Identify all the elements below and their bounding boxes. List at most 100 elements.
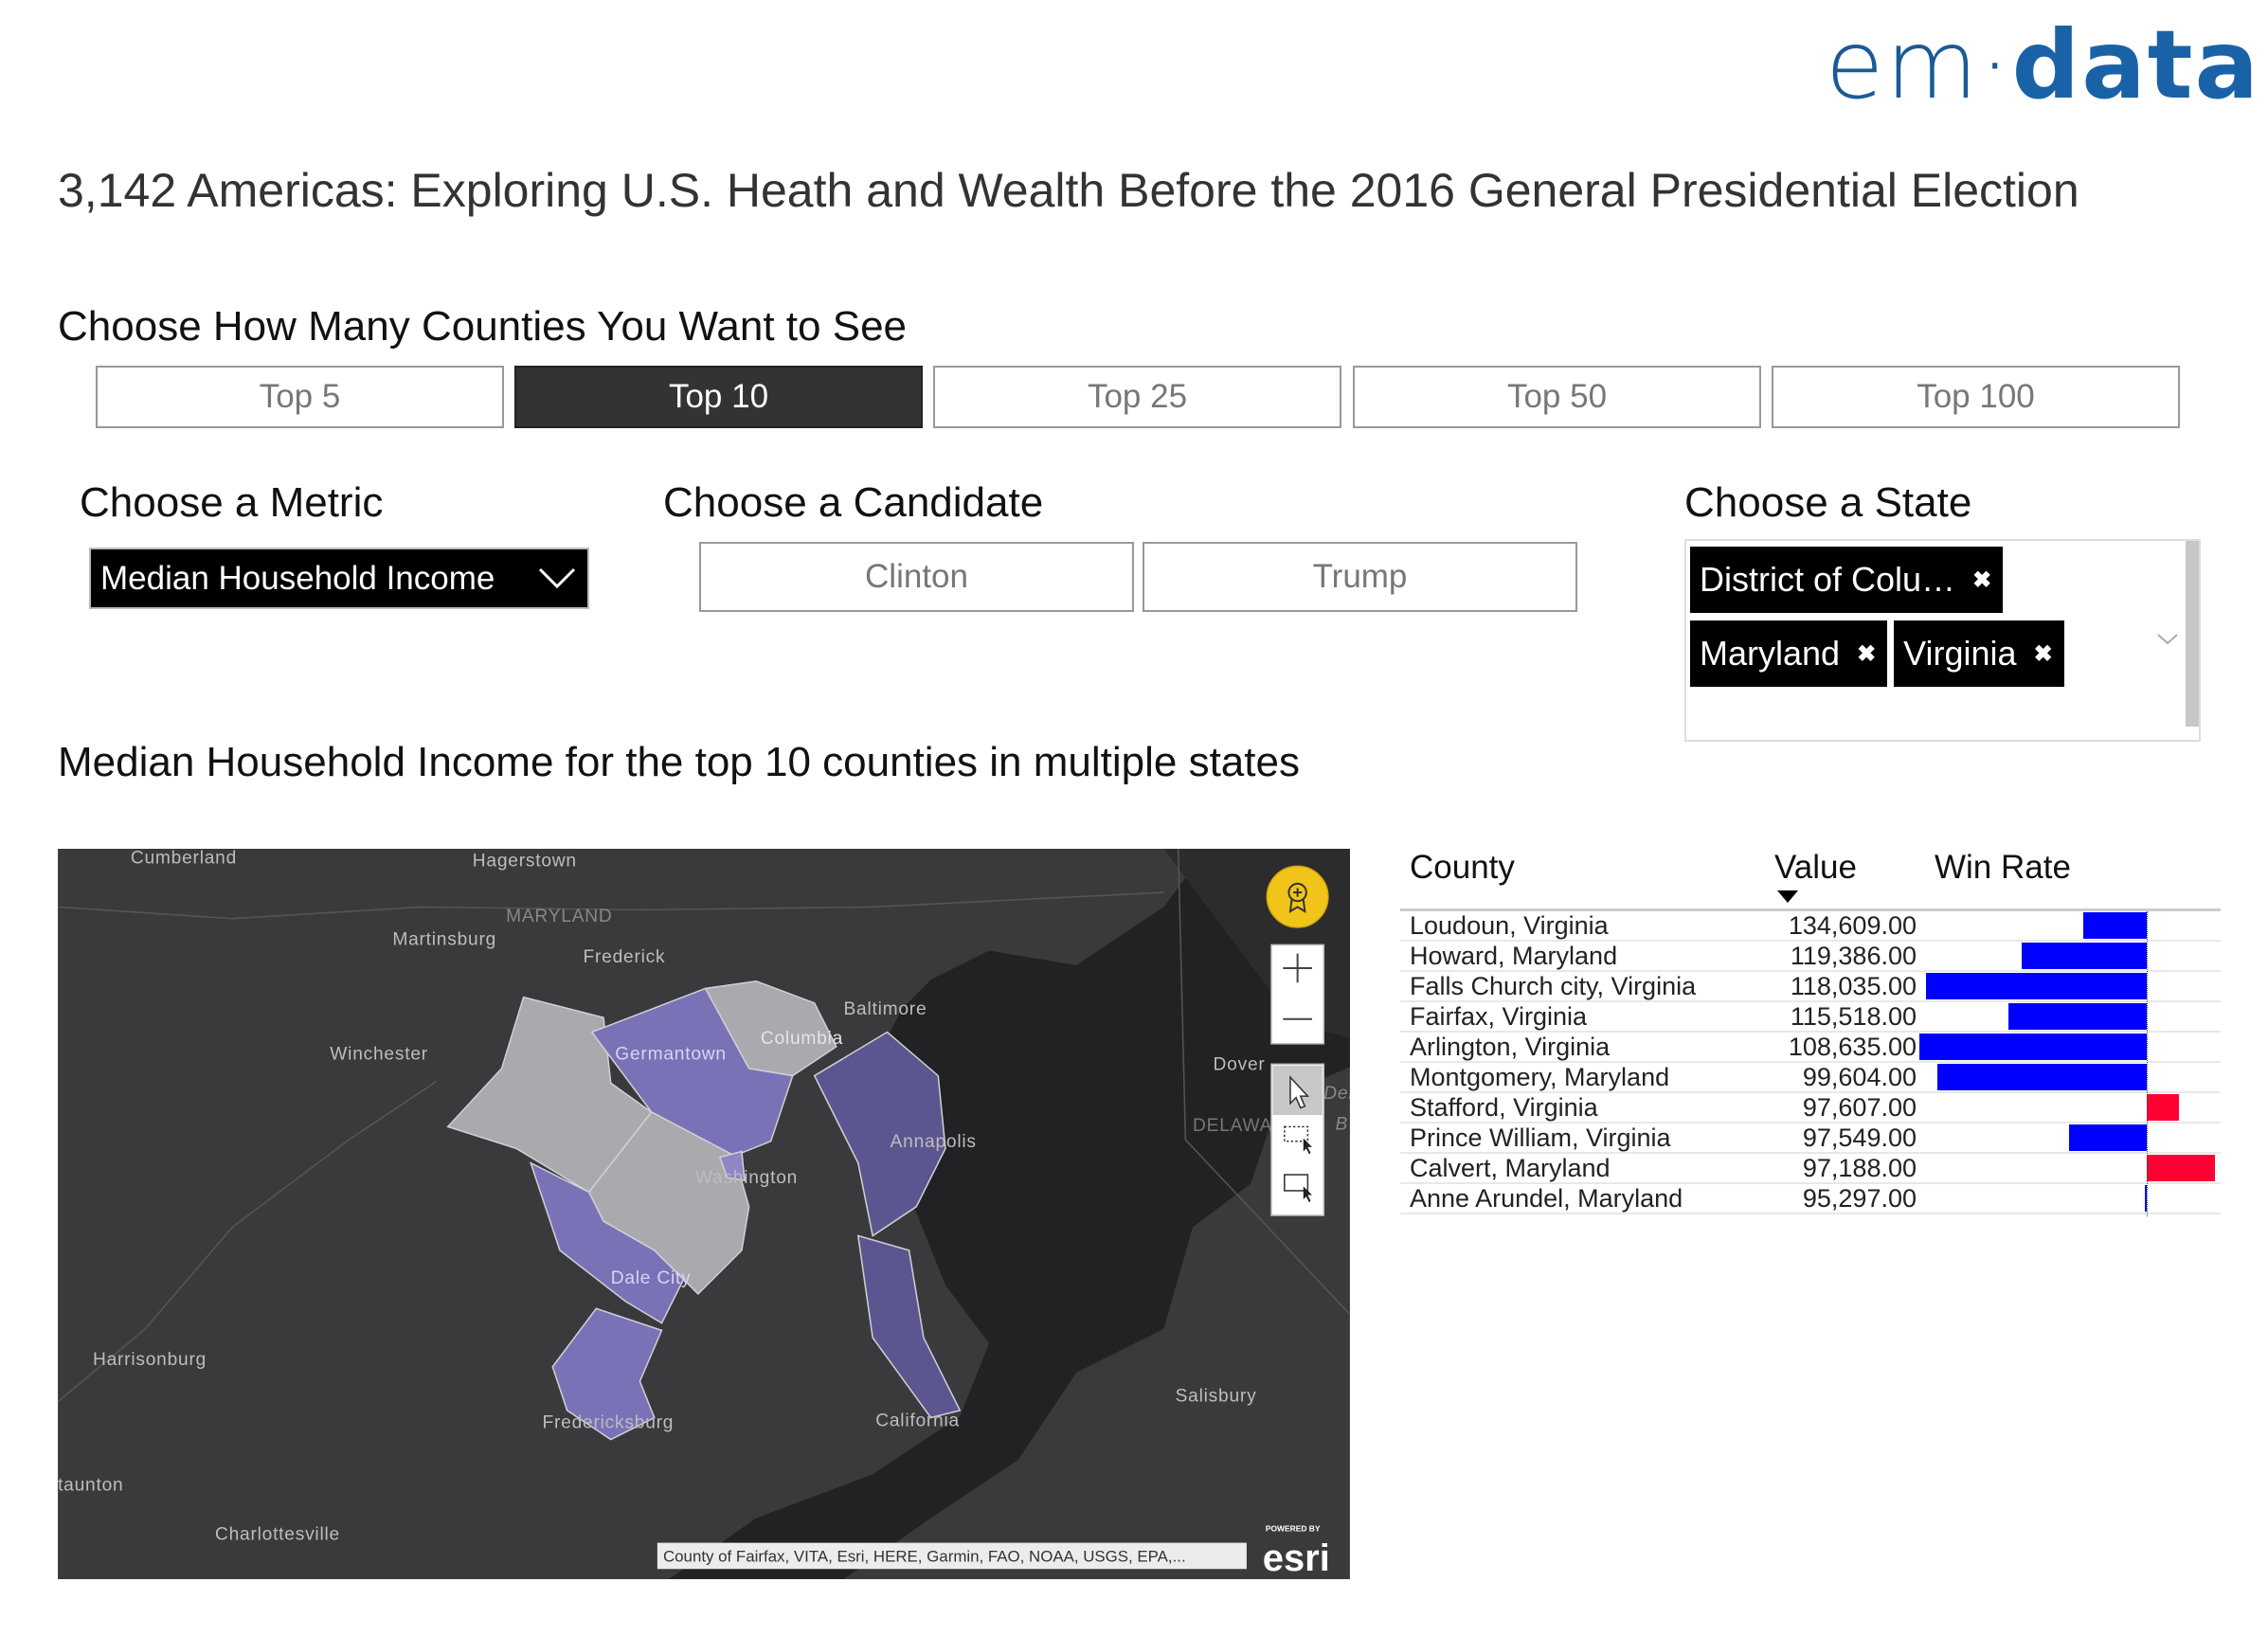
remove-icon[interactable]: ✖: [1857, 640, 1877, 667]
map-label: B: [1336, 1114, 1349, 1134]
county-cell: Falls Church city, Virginia: [1410, 972, 1697, 1000]
map-label: Annapolis: [891, 1132, 977, 1152]
remove-icon[interactable]: ✖: [1972, 566, 1992, 593]
value-cell: 108,635.00: [1788, 1033, 1917, 1061]
county-cell: Montgomery, Maryland: [1410, 1063, 1670, 1091]
win-rate-bar: [1926, 973, 2147, 999]
map-label: Dover: [1214, 1054, 1266, 1074]
state-chip-maryland: Maryland ✖: [1690, 620, 1888, 687]
win-rate-bar: [1937, 1064, 2147, 1090]
table-row[interactable]: Loudoun, Virginia 134,609.00: [1400, 911, 2221, 942]
zoom-in-button[interactable]: [1283, 953, 1312, 983]
pointer-select-icon[interactable]: [1289, 1075, 1310, 1109]
state-chip-dc: District of Colu… ✖: [1690, 547, 2004, 613]
county-cell: Arlington, Virginia: [1410, 1033, 1611, 1061]
map-label: Fredericksburg: [543, 1412, 675, 1432]
county-arlington[interactable]: [718, 1150, 746, 1182]
map-label: Dale City: [611, 1268, 692, 1288]
win-rate-bar: [2069, 1124, 2147, 1151]
state-chip-label: Virginia: [1903, 634, 2017, 673]
state-multiselect[interactable]: [1684, 539, 2201, 742]
win-rate-bar: [2082, 912, 2147, 939]
candidate-label: Choose a Candidate: [663, 479, 1044, 526]
map-attribution: County of Fairfax, VITA, Esri, HERE, Gar…: [663, 1548, 1186, 1566]
map-label: Cumberland: [131, 849, 237, 868]
value-cell: 119,386.00: [1790, 942, 1917, 970]
sort-descending-icon[interactable]: [1777, 890, 1798, 903]
county-stafford[interactable]: [551, 1307, 663, 1441]
table-row[interactable]: Anne Arundel, Maryland 95,297.00: [1400, 1184, 2221, 1214]
value-cell: 97,607.00: [1802, 1093, 1917, 1122]
lasso-select-icon[interactable]: [1284, 1174, 1309, 1192]
metric-dropdown[interactable]: Median Household Income: [89, 548, 589, 609]
state-chip-label: District of Colu…: [1700, 560, 1956, 599]
county-prince-william[interactable]: [529, 1161, 685, 1324]
table-row[interactable]: Montgomery, Maryland 99,604.00: [1400, 1063, 2221, 1093]
county-calvert[interactable]: [856, 1234, 962, 1419]
clinton-button[interactable]: Clinton: [699, 542, 1134, 612]
county-cell: Prince William, Virginia: [1410, 1124, 1671, 1152]
table-row[interactable]: Falls Church city, Virginia 118,035.00: [1400, 972, 2221, 1002]
map-label: Winchester: [330, 1045, 428, 1065]
map-label: Martinsburg: [392, 929, 496, 949]
map-label: DELAWA: [1193, 1116, 1272, 1136]
chart-subtitle: Median Household Income for the top 10 c…: [58, 739, 1300, 785]
map-label: Charlottesville: [215, 1525, 340, 1545]
map-label: Harrisonburg: [93, 1350, 207, 1370]
esri-powered-by: POWERED BY: [1266, 1523, 1321, 1533]
state-border: [1177, 849, 1350, 1316]
top-10-button[interactable]: Top 10: [514, 366, 923, 428]
top-100-button[interactable]: Top 100: [1772, 366, 2180, 428]
state-chip-list: District of Colu… ✖ Maryland ✖ Virginia ✖: [1690, 547, 2145, 687]
trump-button[interactable]: Trump: [1143, 542, 1577, 612]
value-cell: 97,549.00: [1802, 1124, 1917, 1152]
chevron-down-icon: [538, 567, 576, 589]
map-label: Baltimore: [843, 999, 927, 1019]
state-chip-label: Maryland: [1700, 634, 1841, 673]
map-label: Germantown: [615, 1045, 727, 1065]
state-label: Choose a State: [1684, 479, 1972, 526]
win-rate-bar: [2147, 1094, 2179, 1121]
count-selector-label: Choose How Many Counties You Want to See: [58, 303, 908, 350]
top-5-button[interactable]: Top 5: [96, 366, 504, 428]
win-rate-column-header[interactable]: Win Rate: [1935, 849, 2071, 886]
table-row[interactable]: Fairfax, Virginia 115,518.00: [1400, 1002, 2221, 1033]
chevron-down-icon[interactable]: [2156, 633, 2179, 646]
county-anne-arundel[interactable]: [813, 1031, 946, 1237]
value-cell: 118,035.00: [1790, 972, 1917, 1000]
default-extent-button[interactable]: [1266, 865, 1329, 928]
header-divider: [1400, 908, 2221, 911]
top-25-button[interactable]: Top 25: [933, 366, 1341, 428]
state-scrollbar[interactable]: [2186, 541, 2199, 727]
win-rate-bar: [2147, 1155, 2215, 1181]
county-cell: Loudoun, Virginia: [1410, 911, 1609, 940]
top-50-button[interactable]: Top 50: [1353, 366, 1761, 428]
table-row[interactable]: Prince William, Virginia 97,549.00: [1400, 1124, 2221, 1154]
table-row[interactable]: Arlington, Virginia 108,635.00: [1400, 1033, 2221, 1063]
map-label: Columbia: [761, 1029, 843, 1049]
table-row[interactable]: Howard, Maryland 119,386.00: [1400, 942, 2221, 972]
county-column-header[interactable]: County: [1410, 849, 1515, 886]
default-extent-icon: [1287, 882, 1307, 913]
county-map[interactable]: Cumberland Hagerstown MARYLAND Martinsbu…: [58, 849, 1350, 1579]
logo-text-em: em: [1825, 9, 1980, 120]
state-border: [58, 1081, 437, 1403]
map-label: Salisbury: [1176, 1387, 1257, 1407]
county-cell: Anne Arundel, Maryland: [1410, 1184, 1683, 1213]
map-label: MARYLAND: [506, 907, 612, 926]
emdata-logo: em·data: [1826, 9, 2260, 120]
page-title: 3,142 Americas: Exploring U.S. Heath and…: [58, 164, 2079, 217]
esri-logo: esri: [1263, 1537, 1330, 1579]
metric-selected-value: Median Household Income: [100, 559, 495, 597]
county-table: County Value Win Rate Loudoun, Virginia 1…: [1400, 849, 2221, 1216]
county-cell: Fairfax, Virginia: [1410, 1002, 1588, 1031]
table-row[interactable]: Calvert, Maryland 97,188.00: [1400, 1154, 2221, 1184]
county-cell: Calvert, Maryland: [1410, 1154, 1611, 1182]
value-column-header[interactable]: Value: [1774, 849, 1857, 886]
county-cell: Howard, Maryland: [1410, 942, 1618, 970]
map-label: Dela: [1323, 1084, 1350, 1104]
remove-icon[interactable]: ✖: [2033, 640, 2053, 667]
map-label: taunton: [58, 1475, 123, 1495]
map-label: Washington: [695, 1168, 798, 1188]
table-row[interactable]: Stafford, Virginia 97,607.00: [1400, 1093, 2221, 1124]
